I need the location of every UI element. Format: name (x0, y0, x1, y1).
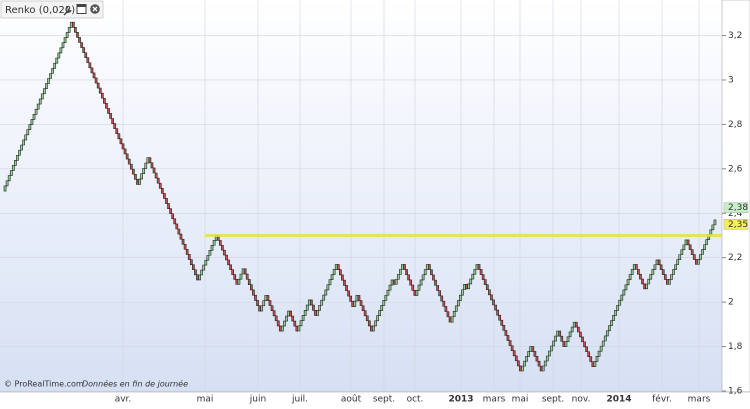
close-cross (92, 6, 98, 12)
header: Renko (0,023) (0, 0, 104, 19)
x-tick-label: oct. (407, 395, 424, 405)
y-tick-label: 3,2 (728, 31, 742, 41)
plot-background (0, 0, 722, 392)
marks (3, 21, 717, 372)
renko-down-leg (216, 235, 239, 285)
renko-up-leg (521, 346, 533, 372)
renko-up-leg (415, 264, 429, 296)
renko-up-leg (353, 295, 359, 307)
renko-down-leg (243, 268, 261, 312)
axis-panel (721, 0, 750, 393)
x-tick-label: mars (483, 395, 506, 405)
renko-up-leg (281, 310, 290, 332)
settings-icon[interactable] (63, 6, 72, 16)
x-tick-label: sept. (542, 395, 564, 405)
x-axis-panel (0, 392, 750, 405)
renko-up-leg (237, 268, 245, 285)
renko-up-leg (467, 264, 479, 290)
y-tick-label: 1,8 (728, 342, 743, 352)
y-tick-label: 1,6 (728, 387, 743, 397)
price-label-box (723, 219, 749, 230)
renko-down-leg (477, 264, 522, 372)
renko-down-leg (392, 279, 396, 285)
x-tick-label: août (341, 395, 362, 405)
y-tick-label: 2,4 (728, 209, 743, 219)
x-tick-label: 2014 (606, 395, 631, 405)
renko-up-leg (316, 264, 338, 316)
x-tick-label: 2013 (448, 395, 473, 405)
footer-note: Données en fin de journée (82, 379, 188, 389)
y-tick-label: 2 (728, 298, 734, 308)
price-label: 2,35 (728, 220, 748, 230)
renko-down-leg (634, 264, 646, 290)
x-tick-label: mai (197, 395, 214, 405)
renko-down-leg (531, 346, 543, 372)
renko-down-leg (403, 264, 417, 296)
renko-down-leg (336, 264, 355, 307)
renko-down-leg (289, 310, 299, 332)
y-tick-label: 2,8 (728, 120, 743, 130)
renko-down-leg (148, 157, 199, 281)
x-tick-label: mars (688, 395, 711, 405)
x-tick-label: juin (249, 395, 266, 405)
renko-down-leg (72, 21, 139, 185)
renko-up-leg (564, 321, 576, 347)
renko-down-leg (465, 284, 468, 290)
renko-up-leg (297, 299, 311, 332)
renko-down-leg (428, 264, 452, 323)
renko-up-leg (541, 330, 559, 372)
renko-up-leg (645, 259, 659, 290)
indicator-title: Renko (0,023) (5, 5, 75, 16)
x-tick-label: nov. (572, 395, 591, 405)
x-tick-label: févr. (652, 394, 672, 405)
price-label-box (723, 202, 749, 213)
renko-down-leg (357, 295, 373, 332)
renko-down-leg (686, 239, 698, 265)
window-icon-bar (77, 4, 86, 7)
renko-up-leg (394, 264, 404, 285)
y-tick-label: 2,2 (728, 253, 742, 263)
price-label: 2,38 (728, 203, 748, 213)
renko-down-leg (657, 259, 669, 285)
renko-up-leg (593, 264, 636, 367)
renko-up-leg (372, 279, 394, 332)
x-tick-label: sept. (373, 395, 395, 405)
y-tick-label: 2,6 (728, 164, 743, 174)
x-tick-label: avr. (115, 395, 132, 405)
renko-up-leg (450, 284, 466, 323)
y-tick-label: 3 (728, 75, 734, 85)
renko-up-leg (138, 157, 150, 185)
renko-down-leg (266, 295, 282, 332)
renko-up-leg (3, 21, 73, 192)
x-tick-label: juil. (291, 395, 308, 405)
x-tick-label: mai (512, 395, 529, 405)
footer-source: © ProRealTime.com (4, 380, 84, 389)
